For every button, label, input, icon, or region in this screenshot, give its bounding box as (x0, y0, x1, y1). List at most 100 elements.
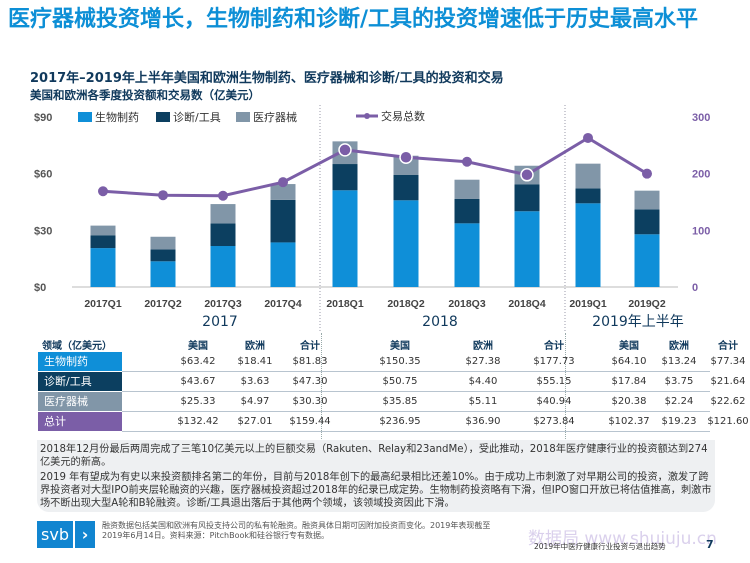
table-cell: $4.97 (240, 396, 270, 407)
legend-line-marker (364, 113, 370, 119)
deal-count-point (583, 132, 593, 143)
table-cell: $102.37 (608, 416, 650, 427)
bar-诊断/工具 (514, 184, 540, 212)
deal-count-point (399, 150, 413, 164)
page-title: 医疗器械投资增长，生物制药和诊断/工具的投资增速低于历史最高水平 (8, 7, 699, 32)
svb-logo: svb › (37, 521, 95, 548)
note-1: 2018年12月份最后两周完成了三笔10亿美元以上的巨额交易（Rakuten、R… (40, 444, 708, 468)
left-tick-label: $30 (34, 225, 52, 237)
right-tick-label: 200 (692, 169, 710, 181)
table-cell: $150.35 (379, 356, 421, 367)
x-tick-label: 2019Q1 (569, 298, 607, 310)
x-tick-label: 2017Q2 (144, 298, 182, 310)
deal-count-point (520, 168, 534, 182)
table-cell: $22.62 (710, 396, 746, 407)
table-row-label: 医疗器械 (38, 392, 122, 411)
year-group-label: 2019年上半年 (592, 314, 684, 330)
table-column-header: 合计 (544, 341, 564, 352)
table-cell: $50.75 (382, 376, 418, 387)
row-divider (122, 411, 710, 412)
table-column-header: 美国 (188, 341, 208, 352)
left-tick-label: $0 (34, 282, 46, 294)
footnote: 融资数据包括美国和欧洲有风投支持公司的私有轮融资。融资具体日期可因附加投资而变化… (102, 521, 491, 540)
bar-医疗器械 (150, 236, 176, 250)
bar-医疗器械 (634, 190, 660, 210)
table-cell: $132.42 (177, 416, 219, 427)
table-cell: $121.60 (707, 416, 749, 427)
table-cell: $159.44 (289, 416, 331, 427)
table-column-header: 美国 (390, 341, 410, 352)
table-column-header: 美国 (619, 341, 639, 352)
bar-诊断/工具 (90, 235, 116, 249)
table-cell: $35.85 (382, 396, 418, 407)
row-divider (122, 371, 710, 372)
bar-生物制药 (454, 223, 480, 287)
legend-label: 医疗器械 (253, 110, 297, 124)
right-tick-label: 100 (692, 225, 710, 237)
bar-生物制药 (332, 190, 358, 287)
x-tick-label: 2019Q2 (628, 298, 666, 310)
bar-生物制药 (393, 200, 419, 287)
table-row-label: 生物制药 (38, 352, 122, 371)
table-cell: $2.24 (664, 396, 694, 407)
table-header-label: 领域（亿美元） (42, 341, 112, 352)
table-cell: $13.24 (661, 356, 697, 367)
bar-诊断/工具 (393, 174, 419, 201)
bar-生物制药 (575, 203, 601, 287)
table-cell: $19.23 (661, 416, 697, 427)
table-column-header: 合计 (300, 341, 320, 352)
bar-生物制药 (210, 246, 236, 287)
table-cell: $47.30 (292, 376, 328, 387)
report-name: 2019年中医疗健康行业投资与退出趋势 (534, 542, 666, 551)
table-cell: $21.64 (710, 376, 746, 387)
deal-count-point (642, 168, 652, 179)
notes-box: 2018年12月份最后两周完成了三笔10亿美元以上的巨额交易（Rakuten、R… (37, 440, 715, 512)
table-cell: $5.11 (468, 396, 498, 407)
bar-医疗器械 (575, 163, 601, 189)
bar-诊断/工具 (210, 223, 236, 247)
table-row-label: 诊断/工具 (38, 372, 122, 391)
x-tick-label: 2017Q4 (264, 298, 302, 310)
legend-swatch (236, 112, 250, 122)
table-cell: $63.42 (180, 356, 216, 367)
table-row-label: 总计 (38, 412, 122, 431)
row-divider (122, 431, 710, 432)
subtitle: 2017年–2019年上半年美国和欧洲生物制药、医疗器械和诊断/工具的投资和交易 (30, 71, 504, 86)
table-cell: $43.67 (180, 376, 216, 387)
bar-诊断/工具 (270, 199, 296, 243)
bar-诊断/工具 (150, 249, 176, 262)
x-tick-label: 2017Q1 (84, 298, 122, 310)
table-cell: $4.40 (468, 376, 498, 387)
table-cell: $3.75 (664, 376, 694, 387)
bar-医疗器械 (90, 225, 116, 236)
row-divider (122, 391, 710, 392)
right-tick-label: 0 (692, 282, 698, 294)
table-cell: $177.73 (533, 356, 575, 367)
bar-生物制药 (150, 261, 176, 287)
deal-count-point (158, 190, 168, 201)
table-cell: $25.33 (180, 396, 216, 407)
table-cell: $27.38 (465, 356, 501, 367)
deal-count-point (98, 186, 108, 197)
chart-title: 美国和欧洲各季度投资额和交易数（亿美元） (30, 88, 260, 102)
legend-swatch (156, 112, 170, 122)
left-tick-label: $60 (34, 169, 52, 181)
table-column-header: 欧洲 (245, 341, 265, 352)
legend-label: 诊断/工具 (173, 110, 221, 124)
deal-count-point (462, 156, 472, 167)
table-cell: $40.94 (536, 396, 572, 407)
year-group-label: 2018 (422, 314, 458, 330)
x-tick-label: 2017Q3 (204, 298, 242, 310)
bar-医疗器械 (454, 179, 480, 199)
legend-label: 交易总数 (381, 109, 425, 123)
legend-swatch (78, 112, 92, 122)
table-cell: $20.38 (611, 396, 647, 407)
bar-生物制药 (514, 211, 540, 287)
table-cell: $3.63 (240, 376, 270, 387)
bar-生物制药 (270, 242, 296, 287)
deal-count-line (102, 136, 648, 198)
bar-诊断/工具 (332, 164, 358, 191)
left-tick-label: $90 (34, 112, 52, 124)
deal-count-point (278, 177, 288, 188)
bar-医疗器械 (270, 184, 296, 200)
